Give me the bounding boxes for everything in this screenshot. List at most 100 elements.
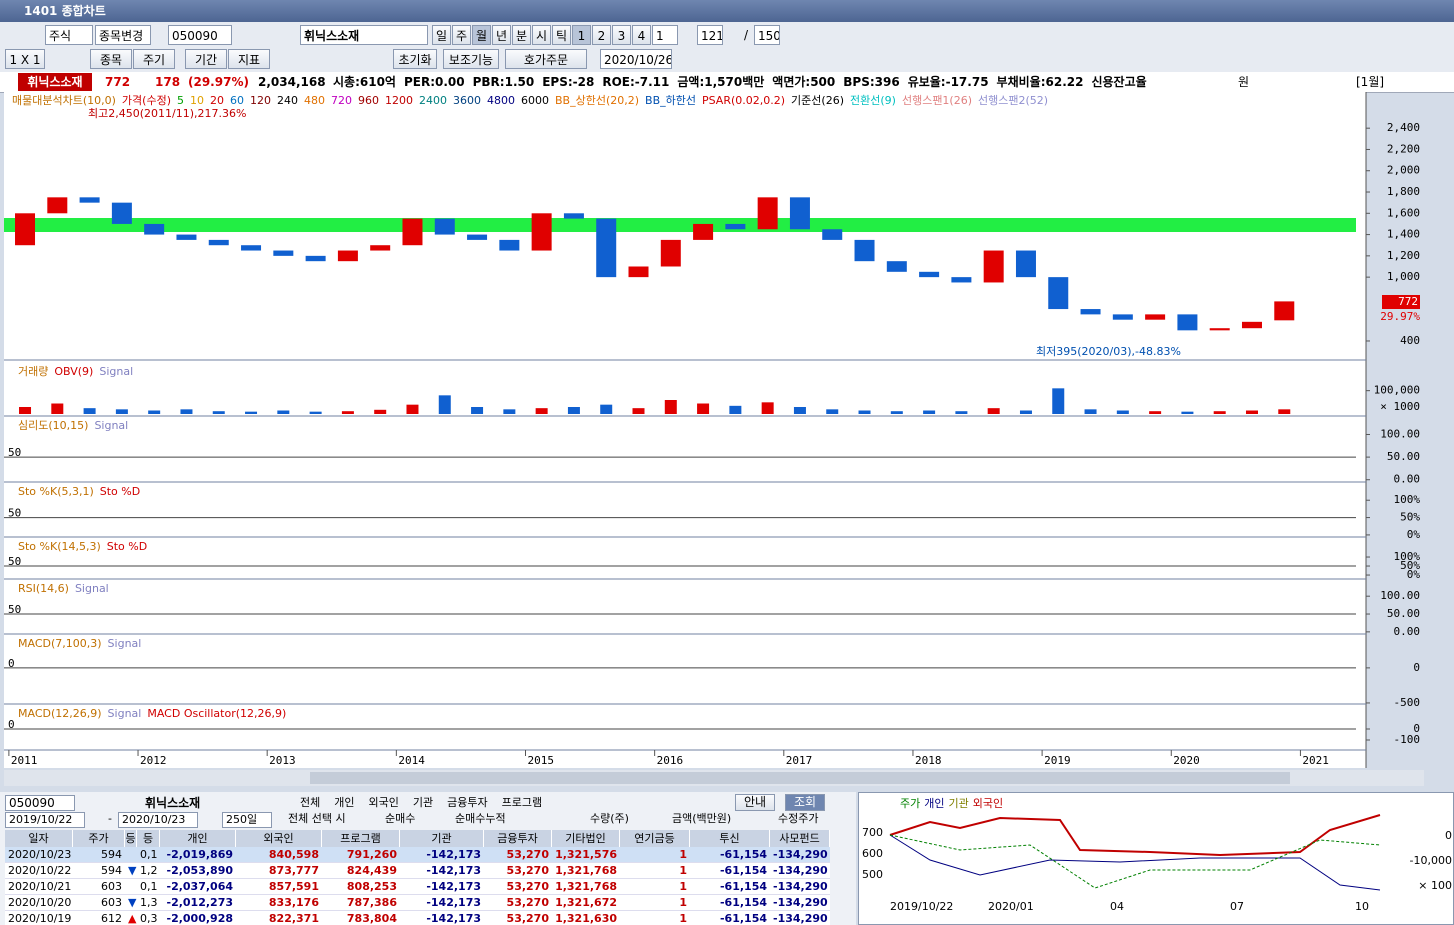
y-tick-label: 100,000 <box>1374 384 1420 397</box>
num-button[interactable]: 1 <box>572 25 591 45</box>
candle <box>789 197 810 230</box>
table-header: 투신 <box>690 830 770 847</box>
filter-to[interactable]: 2020/10/23 <box>118 812 198 828</box>
volume-bar <box>180 409 193 414</box>
table-header: 등 <box>125 830 137 847</box>
candle <box>596 218 617 278</box>
num-button[interactable]: 3 <box>612 25 631 45</box>
y-tick-label: 0.00 <box>1394 473 1421 486</box>
volume-bar <box>1181 411 1194 414</box>
filter-days[interactable]: 250일 <box>222 812 272 828</box>
y-tick-label: 0% <box>1407 568 1421 581</box>
y-tick-label: 100% <box>1394 493 1421 506</box>
info-field: ROE:-7.11 <box>602 75 670 89</box>
table-cell: 1,321,630 <box>552 911 620 925</box>
legend-entry: 4800 <box>487 94 515 107</box>
setting-button[interactable]: 주기 <box>133 49 175 69</box>
x-tick-label: 2014 <box>398 754 425 767</box>
layout-button[interactable]: 1 X 1 <box>5 49 45 69</box>
legend-entry: 5 <box>177 94 184 107</box>
legend-entry: 전환선(9) <box>850 94 896 107</box>
candle <box>757 197 778 230</box>
aux-button[interactable]: 보조기능 <box>443 49 499 69</box>
scroll-thumb[interactable] <box>310 772 1290 784</box>
period-button[interactable]: 틱 <box>552 25 571 45</box>
date-input[interactable]: 2020/10/26 <box>600 49 672 69</box>
volume-bar <box>535 408 548 414</box>
legend-entry: 2400 <box>419 94 447 107</box>
volume-bar <box>664 400 677 414</box>
reset-button[interactable]: 초기화 <box>393 49 437 69</box>
filter-net-cum: 순매수누적 <box>455 812 506 825</box>
setting-button[interactable]: 기간 <box>185 49 227 69</box>
name-label: 휘닉스소재 <box>145 796 201 810</box>
period-button[interactable]: 시 <box>532 25 551 45</box>
candle <box>1112 314 1133 320</box>
legend: MACD(12,26,9) Signal MACD Oscillator(12,26… <box>18 706 286 722</box>
change-button[interactable]: 종목변경 <box>95 25 151 45</box>
max-input[interactable]: 150 <box>754 25 780 45</box>
y-tick-label: 50.00 <box>1387 450 1420 463</box>
volume-bar <box>600 404 613 414</box>
y-tick-label: 0% <box>1407 528 1421 541</box>
volume-bar <box>567 407 580 414</box>
market-select[interactable]: 주식 <box>45 25 93 45</box>
volume-bar <box>1084 409 1097 414</box>
x-tick-label: 2020/01 <box>988 900 1034 913</box>
table-cell: 1,321,768 <box>552 879 620 895</box>
legend-entry: 3600 <box>453 94 481 107</box>
period-button[interactable]: 년 <box>492 25 511 45</box>
volume-bar <box>374 409 387 414</box>
y-tick-label: 2,400 <box>1387 121 1420 134</box>
count-input[interactable]: 121 <box>697 25 723 45</box>
x-tick-label: 2015 <box>527 754 554 767</box>
pane-left-label: 0 <box>8 657 15 670</box>
radio-option: 금융투자 <box>447 796 488 809</box>
candle <box>273 250 294 256</box>
candle <box>660 239 681 267</box>
legend-entry: 960 <box>358 94 379 107</box>
num-button[interactable]: 4 <box>632 25 651 45</box>
legend-entry: MACD(7,100,3) <box>18 637 102 650</box>
table-cell: 53,270 <box>484 895 552 911</box>
candle <box>1015 250 1036 278</box>
mini-foreign-line <box>889 814 1381 857</box>
legend-entry: Signal <box>107 707 142 720</box>
num-button[interactable]: 2 <box>592 25 611 45</box>
table-cell <box>125 879 137 895</box>
legend-entry: BB_상한선(20,2) <box>555 94 640 107</box>
y-tick-label: 700 <box>862 826 883 839</box>
guide-button[interactable]: 안내 <box>735 794 775 811</box>
volume-bar <box>438 395 451 414</box>
unit-input[interactable]: 1 <box>652 25 678 45</box>
candle <box>305 255 326 262</box>
table-header: 기관 <box>400 830 484 847</box>
setting-button[interactable]: 지표 <box>228 49 270 69</box>
name-input[interactable]: 휘닉스소재 <box>300 25 428 45</box>
filter-from[interactable]: 2019/10/22 <box>5 812 85 828</box>
rate: (29.97%) <box>188 75 249 89</box>
x-tick-label: 10 <box>1355 900 1369 913</box>
candle <box>822 229 843 240</box>
order-button[interactable]: 호가주문 <box>505 49 587 69</box>
period-button[interactable]: 월 <box>472 25 491 45</box>
code-input[interactable]: 050090 <box>168 25 232 45</box>
y-tick-label: 0.00 <box>1394 625 1421 638</box>
volume-bar <box>471 407 484 414</box>
table-cell: -134,290 <box>770 895 830 911</box>
table-header: 연기금등 <box>620 830 690 847</box>
period-button[interactable]: 일 <box>432 25 451 45</box>
period-button[interactable]: 분 <box>512 25 531 45</box>
volume-bar <box>503 409 516 414</box>
volume-bar <box>858 410 871 414</box>
table-cell: -142,173 <box>400 863 484 879</box>
volume-bar <box>761 402 774 414</box>
period-button[interactable]: 주 <box>452 25 471 45</box>
setting-button[interactable]: 종목 <box>90 49 132 69</box>
legend-entry: OBV(9) <box>54 365 94 378</box>
volume-bar <box>793 407 806 414</box>
code-input[interactable]: 050090 <box>5 795 75 811</box>
volume-bar <box>1052 388 1065 414</box>
candle <box>337 250 358 262</box>
query-button[interactable]: 조회 <box>785 794 825 811</box>
